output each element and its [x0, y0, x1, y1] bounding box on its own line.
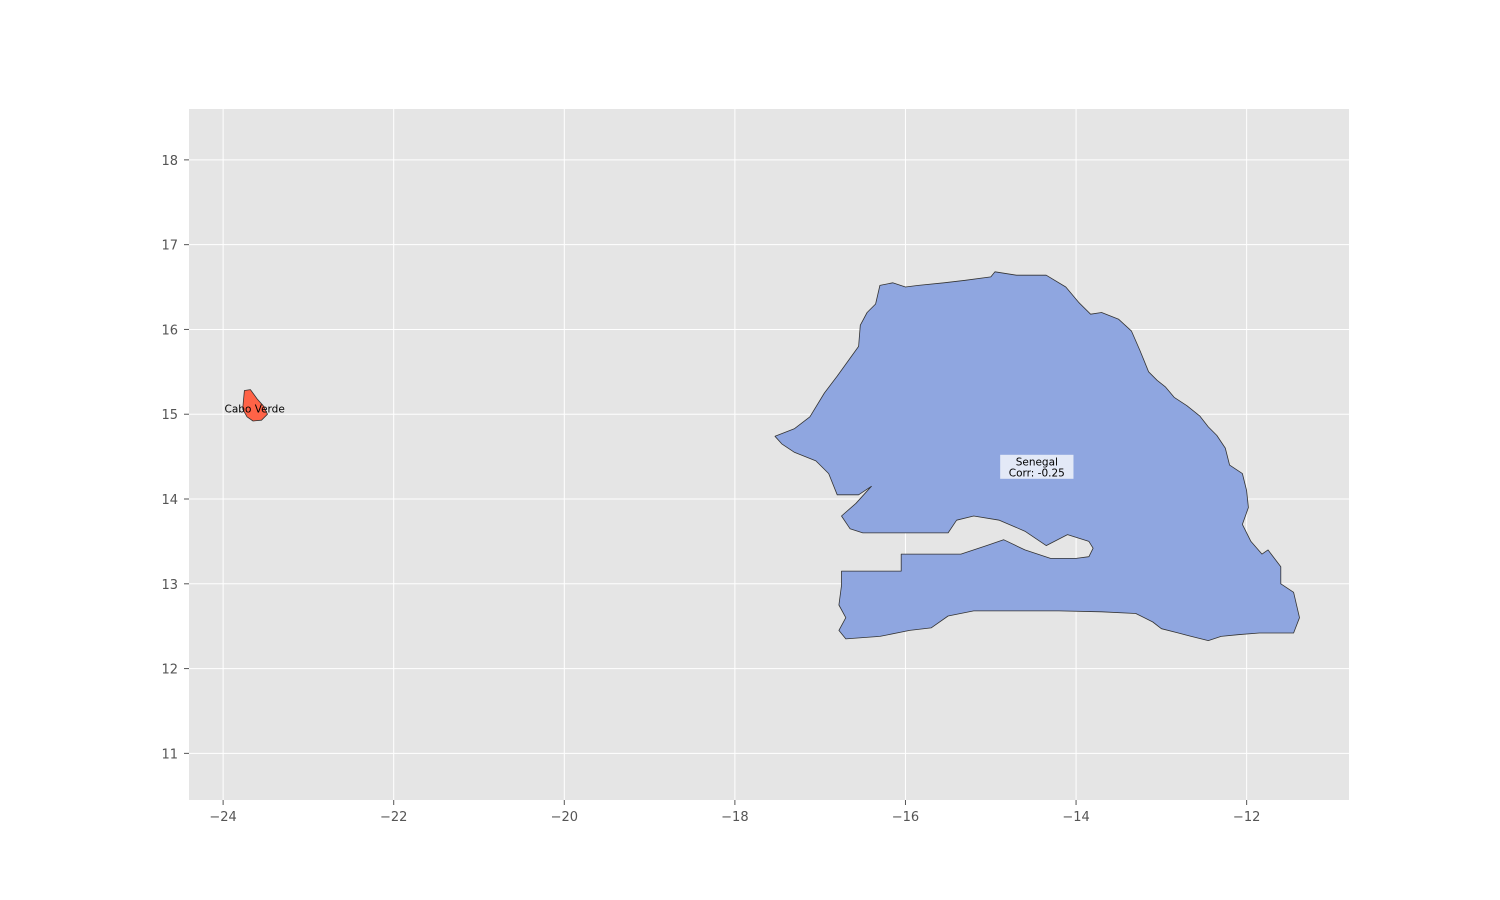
x-tick-label: −16: [892, 810, 919, 825]
senegal-label-box: [1000, 454, 1074, 479]
cabo-verde-shape[interactable]: [242, 389, 268, 422]
x-tick-label: −22: [380, 810, 407, 825]
axes: −24 −22 −20 −18 −16 −14 −12 11 12 13 14 15 16 17 18: [161, 154, 1260, 825]
y-tick-label: 17: [161, 239, 178, 254]
senegal-label: Senegal: [1016, 456, 1058, 468]
y-tick-label: 15: [161, 408, 178, 423]
y-tick-label: 12: [161, 663, 178, 678]
x-tick-label: −18: [721, 810, 748, 825]
y-tick-label: 16: [161, 323, 178, 338]
senegal-label: Corr: -0.25: [1009, 467, 1065, 479]
x-tick-label: −12: [1233, 810, 1260, 825]
x-tick-label: −14: [1062, 810, 1089, 825]
y-tick-label: 14: [161, 493, 178, 508]
y-tick-label: 11: [161, 747, 178, 762]
y-tick-label: 18: [161, 154, 178, 169]
y-tick-label: 13: [161, 578, 178, 593]
cabo-verde-label: Cabo Verde: [225, 403, 285, 415]
x-tick-label: −24: [209, 810, 236, 825]
x-tick-label: −20: [551, 810, 578, 825]
